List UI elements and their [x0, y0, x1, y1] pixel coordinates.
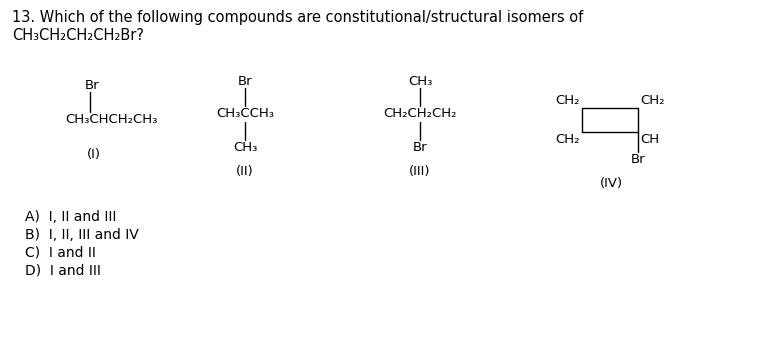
Text: (I): (I): [87, 148, 101, 161]
Text: CH₃CHCH₂CH₃: CH₃CHCH₂CH₃: [65, 113, 158, 126]
Text: CH₃CH₂CH₂CH₂Br?: CH₃CH₂CH₂CH₂Br?: [12, 28, 144, 43]
Text: CH₃: CH₃: [233, 141, 258, 154]
Text: (IV): (IV): [600, 177, 623, 190]
Text: (III): (III): [409, 165, 431, 178]
Text: B)  I, II, III and IV: B) I, II, III and IV: [25, 228, 139, 242]
Text: Br: Br: [85, 79, 100, 92]
Text: CH₃: CH₃: [408, 75, 432, 88]
Text: C)  I and II: C) I and II: [25, 246, 96, 260]
Text: CH: CH: [640, 133, 659, 146]
Text: CH₂: CH₂: [640, 94, 664, 107]
Text: A)  I, II and III: A) I, II and III: [25, 210, 117, 224]
Text: Br: Br: [631, 153, 645, 166]
Text: CH₃CCH₃: CH₃CCH₃: [216, 107, 274, 120]
Text: CH₂: CH₂: [555, 94, 580, 107]
Text: 13. Which of the following compounds are constitutional/structural isomers of: 13. Which of the following compounds are…: [12, 10, 583, 25]
Text: (II): (II): [236, 165, 254, 178]
Text: Br: Br: [413, 141, 427, 154]
Text: D)  I and III: D) I and III: [25, 264, 101, 278]
Text: Br: Br: [238, 75, 252, 88]
Text: CH₂: CH₂: [555, 133, 580, 146]
Text: CH₂CH₂CH₂: CH₂CH₂CH₂: [383, 107, 456, 120]
